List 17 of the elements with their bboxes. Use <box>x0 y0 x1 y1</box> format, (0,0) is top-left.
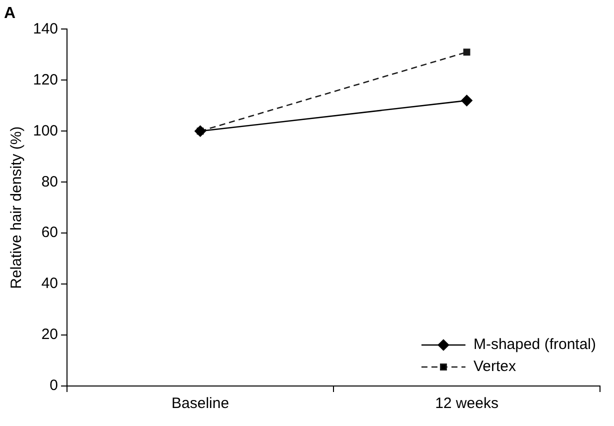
y-tick-label: 60 <box>41 224 58 242</box>
y-tick-label: 120 <box>32 71 58 88</box>
y-axis-title: Relative hair density (%) <box>8 126 26 289</box>
y-tick-label: 80 <box>41 173 58 190</box>
y-tick-label: 100 <box>32 122 58 140</box>
y-tick-label: 20 <box>41 326 58 344</box>
y-tick-label: 0 <box>50 377 58 394</box>
point <box>463 48 470 56</box>
chart-title: A <box>4 5 16 22</box>
legend-label: Vertex <box>473 358 516 376</box>
point <box>461 94 472 106</box>
x-tick-label: Baseline <box>171 395 230 412</box>
y-tick-label: 40 <box>41 275 58 292</box>
y-tick-label: 140 <box>32 20 58 38</box>
point <box>194 125 206 137</box>
legend-label: M-shaped (frontal) <box>473 336 596 354</box>
x-tick-label: 12 weeks <box>435 395 498 412</box>
